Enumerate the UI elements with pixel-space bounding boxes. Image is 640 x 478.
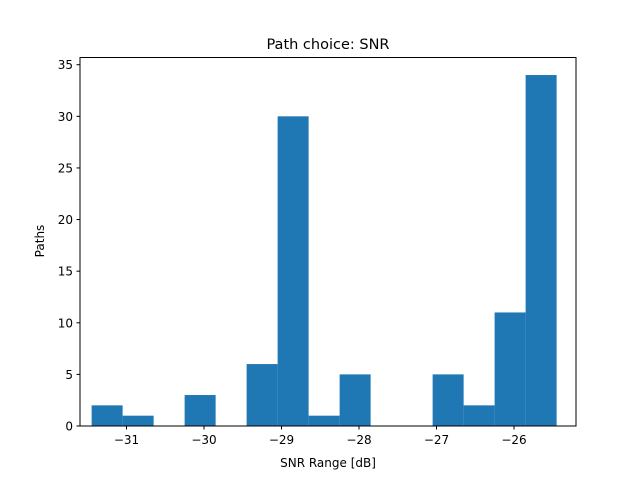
y-tick-label: 10 [58,316,73,330]
histogram-bar [432,374,464,426]
histogram-bar [494,312,526,426]
y-tick-label: 20 [58,213,73,227]
x-tick-label: −30 [191,433,216,447]
y-tick-label: 0 [65,420,73,434]
histogram-bar [184,395,216,426]
histogram-bar [525,75,557,427]
chart-title: Path choice: SNR [266,37,389,53]
histogram-bar [308,415,340,426]
x-tick-label: −29 [269,433,294,447]
x-axis-ticks: −31 −30 −29 −28 −27 −26 [114,426,527,447]
histogram-bar [463,405,495,426]
y-tick-label: 5 [65,368,73,382]
y-tick-label: 35 [58,58,73,72]
x-tick-label: −27 [424,433,449,447]
x-tick-label: −28 [346,433,371,447]
x-tick-label: −26 [501,433,526,447]
histogram-bar [122,415,154,426]
histogram-bar [246,364,278,426]
histogram-bar [91,405,123,426]
y-tick-label: 15 [58,265,73,279]
plot-frame [79,57,577,427]
y-axis-ticks: 0 5 10 15 20 25 30 35 [58,58,80,434]
y-axis-label: Paths [33,225,47,258]
histogram-bar [277,116,309,427]
y-tick-label: 25 [58,161,73,175]
histogram-bar [339,374,371,426]
y-tick-label: 30 [58,110,73,124]
bars-group [91,75,557,427]
x-axis-label: SNR Range [dB] [280,456,376,470]
x-tick-label: −31 [114,433,139,447]
